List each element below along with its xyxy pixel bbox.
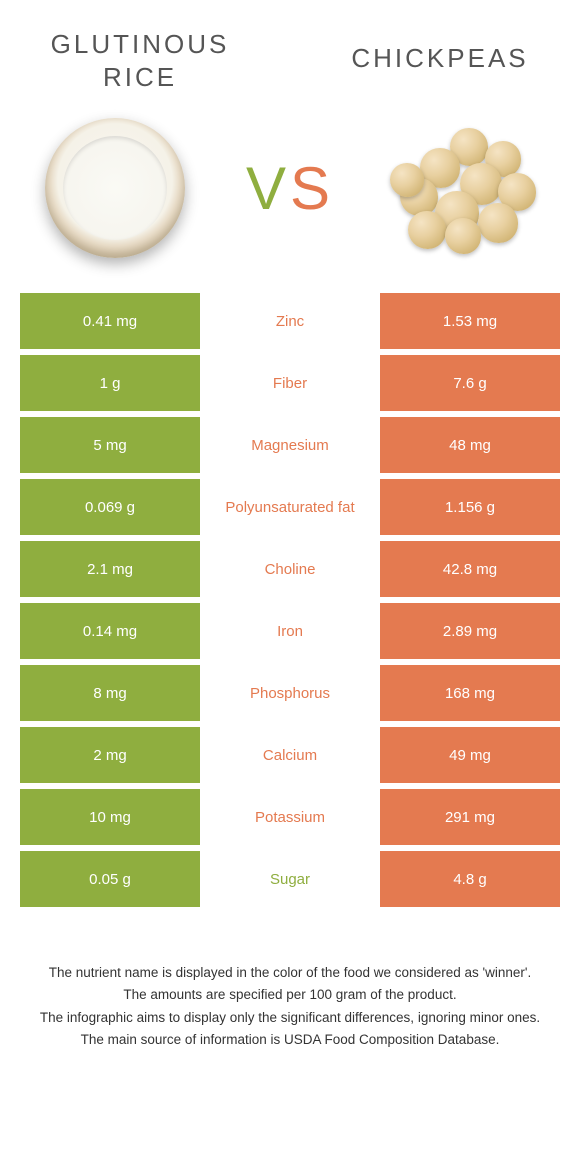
right-value: 48 mg bbox=[380, 417, 560, 473]
left-value: 0.05 g bbox=[20, 851, 200, 907]
chickpea-icon bbox=[445, 218, 481, 254]
footer-line-3: The infographic aims to display only the… bbox=[30, 1008, 550, 1028]
table-row: 2.1 mgCholine42.8 mg bbox=[20, 541, 560, 597]
left-value: 2.1 mg bbox=[20, 541, 200, 597]
nutrient-label: Sugar bbox=[200, 851, 380, 907]
left-value: 0.41 mg bbox=[20, 293, 200, 349]
right-value: 49 mg bbox=[380, 727, 560, 783]
footer-line-2: The amounts are specified per 100 gram o… bbox=[30, 985, 550, 1005]
table-row: 8 mgPhosphorus168 mg bbox=[20, 665, 560, 721]
left-value: 1 g bbox=[20, 355, 200, 411]
table-row: 0.14 mgIron2.89 mg bbox=[20, 603, 560, 659]
footer-line-4: The main source of information is USDA F… bbox=[30, 1030, 550, 1050]
table-row: 0.05 gSugar4.8 g bbox=[20, 851, 560, 907]
nutrient-label: Polyunsaturated fat bbox=[200, 479, 380, 535]
left-value: 10 mg bbox=[20, 789, 200, 845]
footer-line-1: The nutrient name is displayed in the co… bbox=[30, 963, 550, 983]
right-value: 168 mg bbox=[380, 665, 560, 721]
chickpeas-image bbox=[390, 113, 540, 263]
chickpea-icon bbox=[408, 211, 446, 249]
left-value: 0.069 g bbox=[20, 479, 200, 535]
left-value: 8 mg bbox=[20, 665, 200, 721]
left-value: 2 mg bbox=[20, 727, 200, 783]
rice-bowl-icon bbox=[45, 118, 185, 258]
vs-label: VS bbox=[246, 154, 334, 223]
food-title-right: CHICKPEAS bbox=[340, 28, 540, 75]
right-value: 291 mg bbox=[380, 789, 560, 845]
table-row: 5 mgMagnesium48 mg bbox=[20, 417, 560, 473]
table-row: 2 mgCalcium49 mg bbox=[20, 727, 560, 783]
right-value: 2.89 mg bbox=[380, 603, 560, 659]
chickpea-icon bbox=[478, 203, 518, 243]
rice-bowl-image bbox=[40, 113, 190, 263]
right-value: 42.8 mg bbox=[380, 541, 560, 597]
nutrient-label: Fiber bbox=[200, 355, 380, 411]
footer-notes: The nutrient name is displayed in the co… bbox=[0, 913, 580, 1072]
header: GLUTINOUS RICE CHICKPEAS bbox=[0, 0, 580, 103]
comparison-table: 0.41 mgZinc1.53 mg 1 gFiber7.6 g 5 mgMagne… bbox=[0, 293, 580, 907]
nutrient-label: Phosphorus bbox=[200, 665, 380, 721]
chickpea-icon bbox=[390, 163, 424, 197]
right-value: 4.8 g bbox=[380, 851, 560, 907]
vs-row: VS bbox=[0, 103, 580, 293]
left-value: 5 mg bbox=[20, 417, 200, 473]
vs-v: V bbox=[246, 155, 290, 222]
nutrient-label: Potassium bbox=[200, 789, 380, 845]
nutrient-label: Choline bbox=[200, 541, 380, 597]
table-row: 0.41 mgZinc1.53 mg bbox=[20, 293, 560, 349]
nutrient-label: Iron bbox=[200, 603, 380, 659]
nutrient-label: Magnesium bbox=[200, 417, 380, 473]
vs-s: S bbox=[290, 155, 334, 222]
food-title-left: GLUTINOUS RICE bbox=[40, 28, 240, 93]
left-value: 0.14 mg bbox=[20, 603, 200, 659]
table-row: 10 mgPotassium291 mg bbox=[20, 789, 560, 845]
table-row: 0.069 gPolyunsaturated fat1.156 g bbox=[20, 479, 560, 535]
nutrient-label: Calcium bbox=[200, 727, 380, 783]
right-value: 1.156 g bbox=[380, 479, 560, 535]
right-value: 7.6 g bbox=[380, 355, 560, 411]
chickpeas-icon bbox=[390, 123, 540, 253]
table-row: 1 gFiber7.6 g bbox=[20, 355, 560, 411]
nutrient-label: Zinc bbox=[200, 293, 380, 349]
right-value: 1.53 mg bbox=[380, 293, 560, 349]
